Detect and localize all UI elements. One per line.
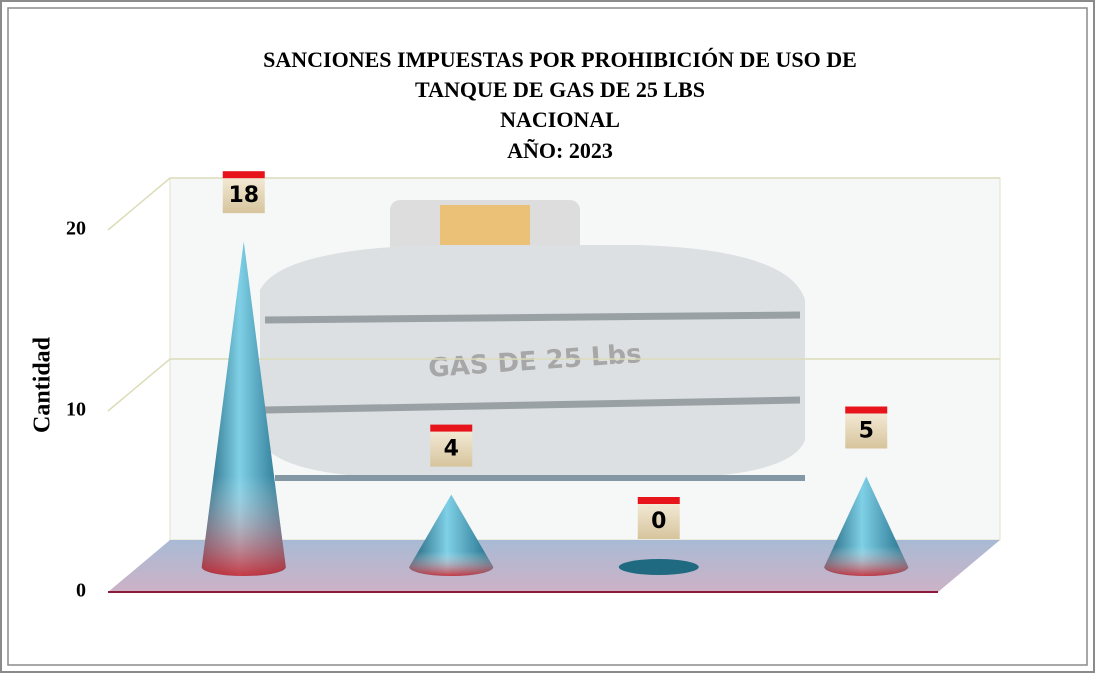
cone-shade: [824, 476, 909, 576]
y-axis-label: Cantidad: [30, 336, 56, 433]
label-box: [637, 503, 680, 539]
data-label: 0: [651, 509, 666, 534]
label-accent: [222, 171, 265, 179]
grid-line: [107, 358, 1000, 412]
label-accent: [637, 497, 680, 504]
cone-shade: [201, 241, 286, 576]
label-box: [845, 412, 888, 449]
floor: [108, 540, 1000, 592]
y-tick-label: 10: [66, 399, 86, 421]
title-line: TANQUE DE GAS DE 25 LBS: [415, 77, 705, 102]
title-line: NACIONAL: [500, 107, 620, 132]
label-box: [222, 177, 265, 214]
data-label: 4: [444, 437, 459, 462]
data-label: 18: [228, 183, 259, 208]
y-tick-label: 0: [76, 580, 86, 602]
label-box: [430, 430, 473, 467]
cone-shade: [409, 494, 494, 576]
inner-frame: [7, 7, 1088, 666]
title-line: AÑO: 2023: [507, 138, 613, 163]
cone: [618, 559, 699, 575]
title-line: SANCIONES IMPUESTAS POR PROHIBICIÓN DE U…: [263, 47, 857, 72]
y-tick-label: 20: [66, 218, 86, 240]
label-accent: [845, 406, 888, 414]
label-accent: [430, 424, 473, 432]
grid-line: [107, 177, 1000, 231]
data-label: 5: [859, 419, 874, 444]
chart-title: SANCIONES IMPUESTAS POR PROHIBICIÓN DE U…: [263, 47, 857, 163]
tank-illustration: GAS DE 25 Lbs: [260, 200, 805, 481]
